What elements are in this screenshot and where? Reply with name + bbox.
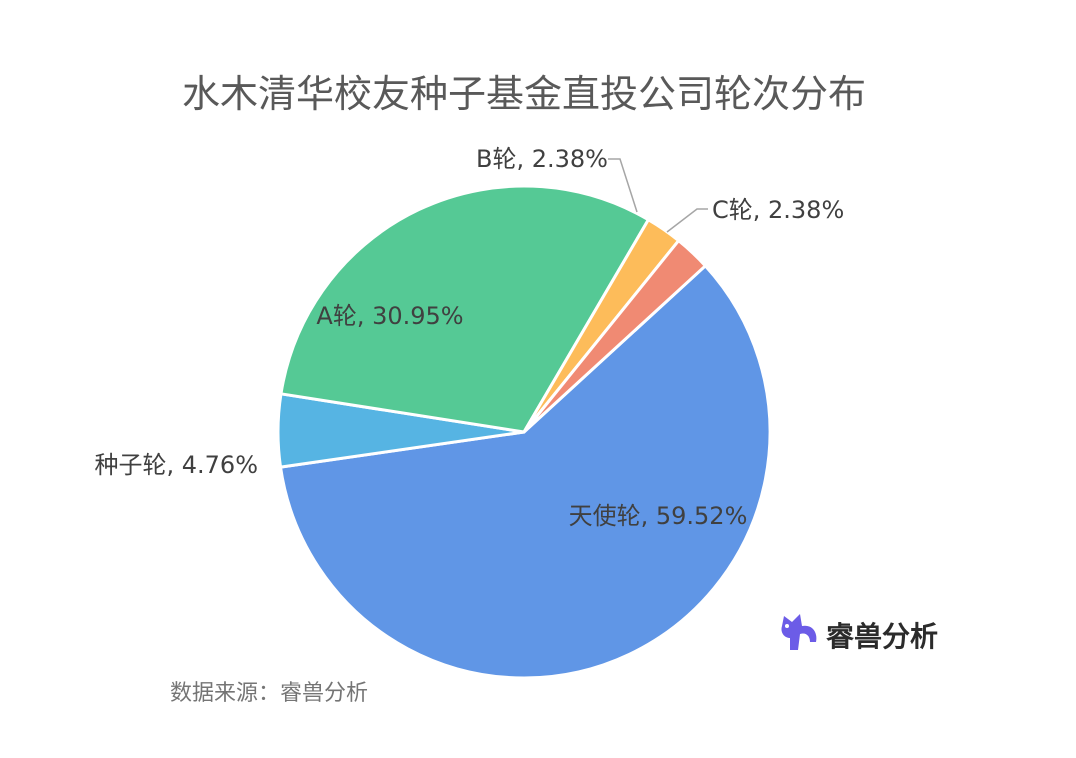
source-note: 数据来源：睿兽分析 [170, 681, 368, 706]
chart-title: 水木清华校友种子基金直投公司轮次分布 [182, 72, 866, 116]
pie-slice-0 [279, 264, 772, 680]
slice-label-2: A轮, 30.95% [316, 302, 463, 330]
slice-label-3: B轮, 2.38% [476, 145, 608, 173]
watermark-text: 睿兽分析 [826, 620, 938, 653]
pie-slice-4 [522, 239, 707, 434]
leader-line-4 [666, 208, 708, 233]
pie-slice-2 [279, 184, 650, 434]
leader-lines [608, 158, 708, 233]
slice-label-0: 天使轮, 59.52% [569, 502, 748, 530]
pie-slices [276, 184, 772, 680]
slice-label-1: 种子轮, 4.76% [95, 451, 259, 479]
watermark: 睿兽分析 [781, 614, 938, 653]
slice-labels: 天使轮, 59.52% 种子轮, 4.76% A轮, 30.95% B轮, 2.38%… [95, 145, 845, 530]
rui-beast-logo-icon [781, 614, 817, 650]
leader-line-3 [608, 158, 638, 213]
slice-label-4: C轮, 2.38% [712, 196, 844, 224]
